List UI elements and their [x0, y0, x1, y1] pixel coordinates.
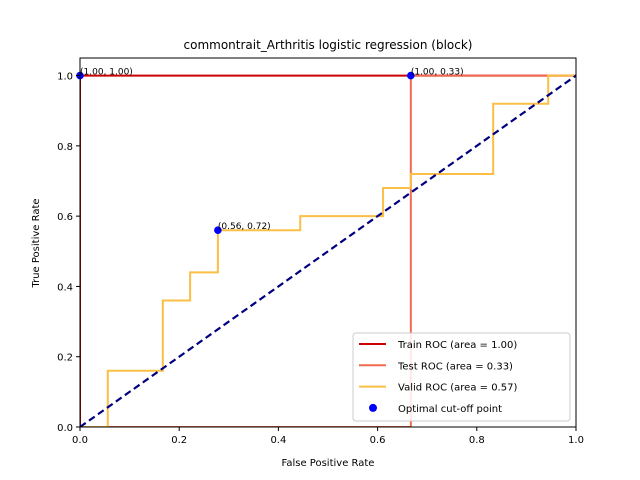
- x-tick-label: 1.0: [568, 435, 584, 446]
- roc-line-3: [80, 74, 576, 427]
- optimal-point-label-3: (0.56, 0.72): [218, 222, 271, 232]
- legend-swatch-optimal: [369, 403, 377, 412]
- plot-frame: [79, 57, 577, 428]
- optimal-point-2: [407, 71, 415, 80]
- legend-box: [352, 332, 571, 422]
- plot-area: (1.00, 1.00) (1.00, 0.33) (0.56, 0.72): [76, 68, 576, 427]
- axes: 0.0 0.2 0.4 0.6 0.8 1.0 0.0 0.2 0.4 0.6 0.8 1.0: [57, 57, 584, 446]
- x-tick-label: 0.6: [370, 435, 386, 446]
- optimal-point-label-2: (1.00, 0.33): [411, 68, 464, 78]
- y-axis-label: True Positive Rate: [31, 198, 42, 288]
- optimal-point-label-1: (1.00, 1.00): [80, 68, 133, 78]
- y-tick-label: 0.4: [57, 282, 73, 293]
- x-axis-label: False Positive Rate: [282, 458, 375, 469]
- diagonal-reference-line: [80, 74, 576, 427]
- y-tick-label: 0.0: [57, 423, 73, 434]
- x-tick-label: 0.0: [72, 435, 88, 446]
- y-tick-label: 0.2: [57, 353, 73, 364]
- legend-entry-2: Test ROC (area = 0.33): [397, 361, 513, 372]
- y-tick-label: 0.6: [57, 212, 73, 223]
- y-tick-label: 1.0: [57, 72, 73, 83]
- legend-entry-3: Valid ROC (area = 0.57): [398, 383, 517, 394]
- optimal-point-3: [214, 226, 222, 234]
- legend-entry-1: Train ROC (area = 1.00): [397, 340, 517, 351]
- legend-entry-optimal: Optimal cut-off point: [398, 404, 502, 415]
- chart-title: commontrait_Arthritis logistic regressio…: [184, 38, 473, 52]
- legend: Train ROC (area = 1.00) Test ROC (area = …: [352, 332, 571, 422]
- x-tick-label: 0.4: [270, 435, 286, 446]
- x-tick-label: 0.2: [171, 435, 187, 446]
- roc-line-2: [80, 74, 576, 427]
- x-tick-label: 0.8: [469, 435, 485, 446]
- y-tick-label: 0.8: [57, 142, 73, 153]
